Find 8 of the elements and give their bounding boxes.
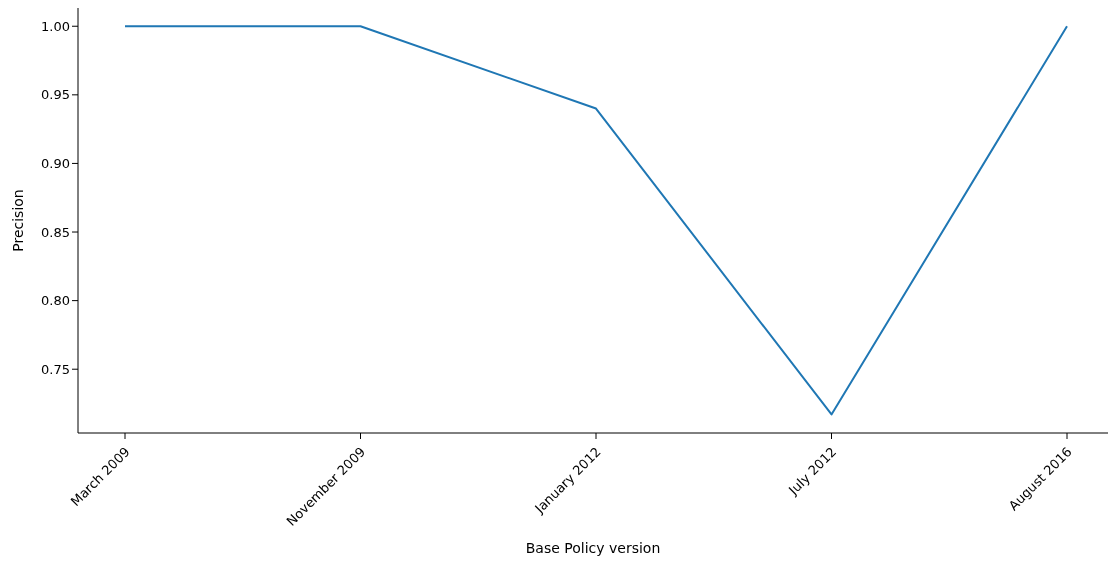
y-tick-label: 0.85 [41, 224, 70, 240]
x-axis-title: Base Policy version [525, 540, 661, 556]
y-tick-label: 1.00 [41, 18, 70, 34]
y-tick-label: 0.80 [41, 293, 70, 309]
y-tick-label: 0.95 [41, 87, 70, 103]
y-axis-title: Precision [9, 189, 26, 252]
y-tick-label: 0.90 [41, 156, 70, 172]
y-tick-label: 0.75 [41, 361, 70, 377]
